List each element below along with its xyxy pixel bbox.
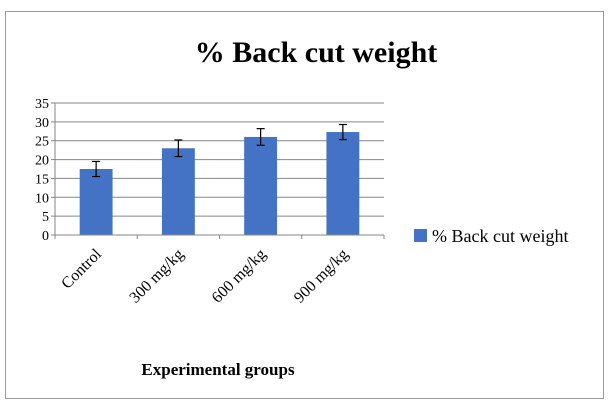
axes xyxy=(51,102,385,239)
category-label: 600 mg/kg xyxy=(209,246,270,307)
bar xyxy=(161,148,195,235)
y-tick-label: 5 xyxy=(42,210,49,225)
y-tick-label: 30 xyxy=(35,116,49,131)
chart-title: % Back cut weight xyxy=(195,36,438,69)
x-axis-label: Experimental groups xyxy=(141,360,295,379)
category-label: Control xyxy=(58,245,105,292)
bar xyxy=(79,169,113,235)
category-label: 900 mg/kg xyxy=(291,246,352,307)
bars xyxy=(79,123,360,235)
category-label: 300 mg/kg xyxy=(126,246,187,307)
y-tick-label: 0 xyxy=(42,229,49,244)
bar xyxy=(326,132,360,235)
y-tick-label: 25 xyxy=(35,135,49,150)
legend: % Back cut weight xyxy=(414,226,568,246)
y-tick-label: 20 xyxy=(35,154,49,169)
y-tick-label: 10 xyxy=(35,191,49,206)
legend-label: % Back cut weight xyxy=(432,226,568,246)
bar xyxy=(244,136,278,235)
y-tick-label: 35 xyxy=(35,97,49,112)
y-tick-label: 15 xyxy=(35,172,49,187)
legend-swatch xyxy=(414,229,427,242)
